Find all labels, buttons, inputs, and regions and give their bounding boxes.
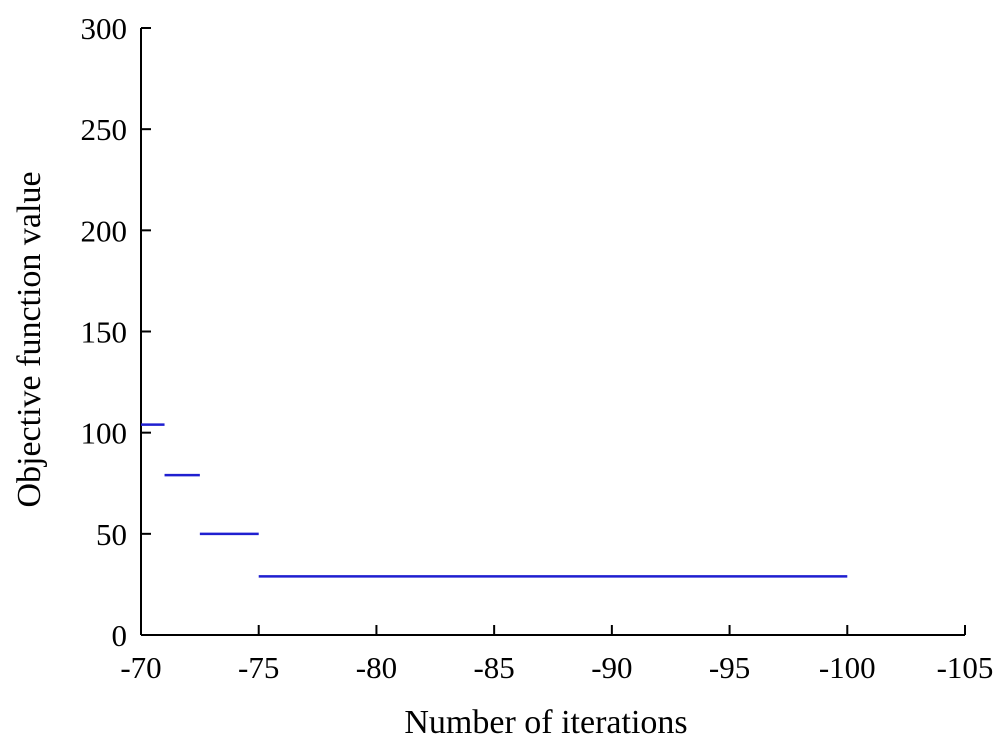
y-axis-title: Objective function value: [11, 171, 48, 507]
y-tick-label: 200: [81, 213, 128, 248]
y-tick-label: 100: [81, 416, 128, 451]
series: [141, 423, 848, 578]
y-tick-label: 250: [81, 112, 128, 147]
axes: [140, 28, 965, 636]
x-tick-label: -75: [238, 650, 279, 685]
x-tick-label: -85: [473, 650, 514, 685]
x-tick-label: -95: [709, 650, 750, 685]
y-tick-label: 0: [112, 618, 128, 653]
y-ticks: 0 50 100 150 200 250 300: [81, 11, 151, 653]
x-tick-label: -100: [819, 650, 876, 685]
x-tick-label: -105: [937, 650, 994, 685]
x-ticks: -70 -75 -80 -85 -90 -95 -100 -105: [120, 625, 993, 685]
y-tick-label: 50: [96, 517, 127, 552]
y-tick-label: 300: [81, 11, 128, 46]
x-tick-label: -80: [356, 650, 397, 685]
x-axis-title: Number of iterations: [404, 704, 687, 741]
y-tick-label: 150: [81, 315, 128, 350]
x-tick-label: -70: [120, 650, 161, 685]
x-tick-label: -90: [591, 650, 632, 685]
